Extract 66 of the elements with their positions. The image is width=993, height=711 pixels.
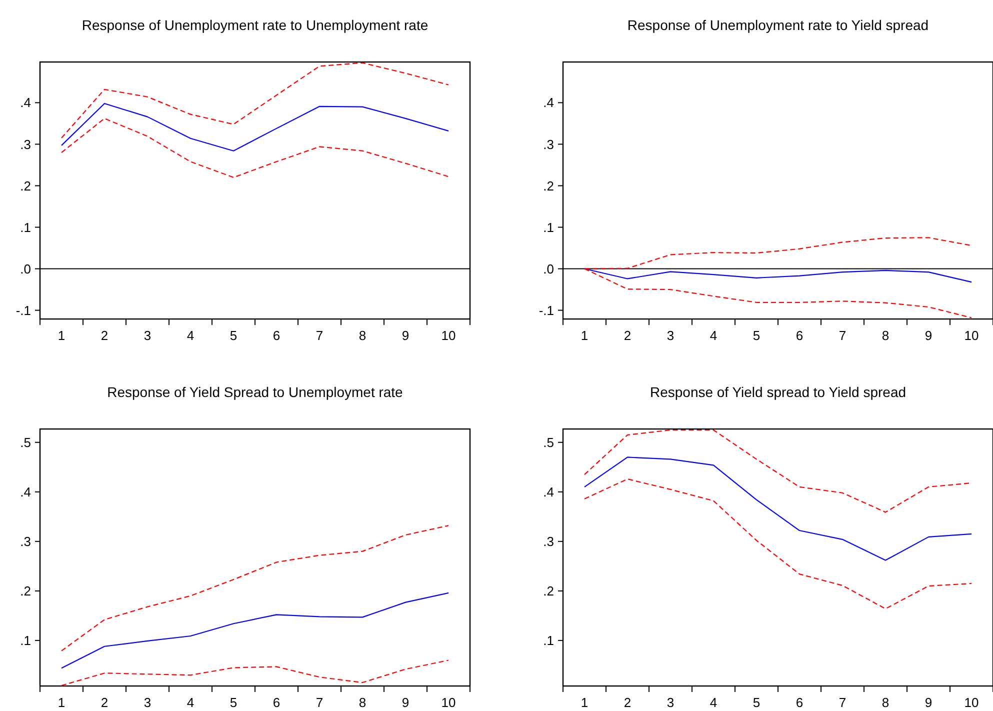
chart-title: Response of Unemployment rate to Unemployment rate (82, 17, 428, 33)
x-tick-label: 3 (666, 695, 674, 710)
y-tick-label: -.1 (538, 302, 554, 318)
y-tick-label: .0 (20, 261, 31, 276)
x-tick-label: 5 (752, 695, 760, 710)
x-tick-label: 8 (358, 328, 366, 343)
y-tick-label: .1 (20, 632, 31, 648)
y-tick-label: .3 (20, 136, 31, 152)
x-tick-label: 1 (58, 695, 66, 710)
x-tick-label: 5 (230, 695, 238, 710)
y-tick-label: .2 (20, 583, 31, 598)
x-tick-label: 1 (580, 695, 588, 710)
x-tick-label: 4 (710, 695, 718, 710)
x-tick-label: 8 (882, 328, 890, 343)
chart-title: Response of Yield Spread to Unemploymet rate (107, 384, 404, 400)
y-tick-label: .2 (543, 178, 554, 194)
y-tick-label: .1 (543, 220, 554, 235)
x-tick-label: 5 (752, 328, 760, 343)
x-tick-label: 6 (272, 328, 280, 343)
y-tick-label: .3 (543, 136, 554, 152)
x-tick-label: 10 (964, 328, 979, 343)
x-tick-label: 2 (100, 328, 108, 343)
x-tick-label: 10 (964, 695, 979, 710)
chart-title: Response of Yield spread to Yield spread (650, 384, 906, 400)
x-tick-label: 6 (272, 695, 280, 710)
y-tick-label: -.1 (16, 302, 31, 318)
x-tick-label: 7 (316, 695, 324, 710)
y-tick-label: .2 (543, 583, 554, 598)
x-tick-label: 1 (580, 328, 588, 343)
x-tick-label: 3 (144, 328, 152, 343)
y-tick-label: .1 (543, 632, 554, 648)
y-tick-label: .4 (20, 95, 31, 110)
y-tick-label: .4 (543, 95, 554, 110)
x-tick-label: 4 (710, 328, 718, 343)
y-tick-label: .4 (543, 484, 554, 500)
x-tick-label: 6 (796, 695, 804, 710)
x-tick-label: 1 (58, 328, 66, 343)
x-tick-label: 3 (144, 695, 152, 710)
x-tick-label: 7 (838, 328, 846, 343)
x-tick-label: 9 (924, 695, 932, 710)
y-tick-label: .5 (543, 434, 554, 450)
x-tick-label: 6 (796, 328, 804, 343)
x-tick-label: 2 (100, 695, 108, 710)
x-tick-label: 9 (924, 328, 932, 343)
x-tick-label: 4 (186, 695, 194, 710)
x-tick-label: 7 (838, 695, 846, 710)
y-tick-label: .1 (20, 220, 31, 235)
x-tick-label: 7 (316, 328, 324, 343)
x-tick-label: 9 (402, 328, 410, 343)
y-tick-label: .4 (20, 484, 31, 500)
y-tick-label: .5 (20, 434, 31, 450)
x-tick-label: 2 (624, 328, 632, 343)
y-tick-label: .0 (543, 261, 554, 276)
x-tick-label: 10 (441, 328, 456, 343)
x-tick-label: 8 (358, 695, 366, 710)
x-tick-label: 3 (666, 328, 674, 343)
x-tick-label: 10 (441, 695, 456, 710)
x-tick-label: 8 (882, 695, 890, 710)
x-tick-label: 4 (186, 328, 194, 343)
y-tick-label: .2 (20, 178, 31, 194)
x-tick-label: 2 (624, 695, 632, 710)
x-tick-label: 9 (402, 695, 410, 710)
y-tick-label: .3 (20, 534, 31, 549)
x-tick-label: 5 (230, 328, 238, 343)
y-tick-label: .3 (543, 534, 554, 549)
chart-title: Response of Unemployment rate to Yield spread (627, 17, 929, 33)
